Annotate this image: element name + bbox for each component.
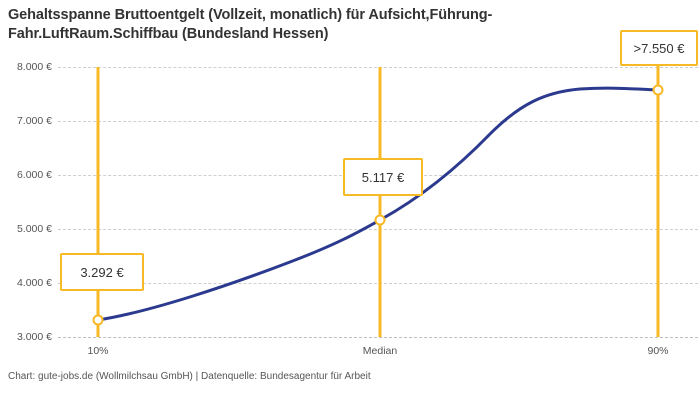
marker-stem-p90 [656,30,660,337]
marker-stem-p10 [96,67,100,337]
y-tick-label-4000: 4.000 € [16,277,52,289]
value-label-p10: 3.292 € [60,253,144,291]
chart-title-line-2: Fahr.LuftRaum.Schiffbau (Bundesland Hess… [8,26,329,42]
chart-title-line-1: Gehaltsspanne Bruttoentgelt (Vollzeit, m… [8,7,493,23]
chart-footer: Chart: gute-jobs.de (Wollmilchsau GmbH) … [8,371,371,382]
x-tick-label-p10: 10% [87,345,109,357]
gridline-3000 [58,337,698,338]
y-tick-label-7000: 7.000 € [16,115,52,127]
data-point-p10[interactable] [92,314,104,326]
y-tick-label-8000: 8.000 € [16,61,52,73]
value-label-p90: >7.550 € [620,30,698,66]
y-tick-label-3000: 3.000 € [16,331,52,343]
y-tick-label-6000: 6.000 € [16,169,52,181]
value-label-median: 5.117 € [343,158,423,196]
x-tick-label-p90: 90% [647,345,669,357]
chart-title: Gehaltsspanne Bruttoentgelt (Vollzeit, m… [8,6,648,44]
data-point-median[interactable] [374,214,386,226]
x-tick-label-median: Median [362,345,398,357]
data-point-p90[interactable] [652,84,664,96]
gridline-8000 [58,67,698,68]
marker-stem-median [378,67,382,337]
y-tick-label-5000: 5.000 € [16,223,52,235]
